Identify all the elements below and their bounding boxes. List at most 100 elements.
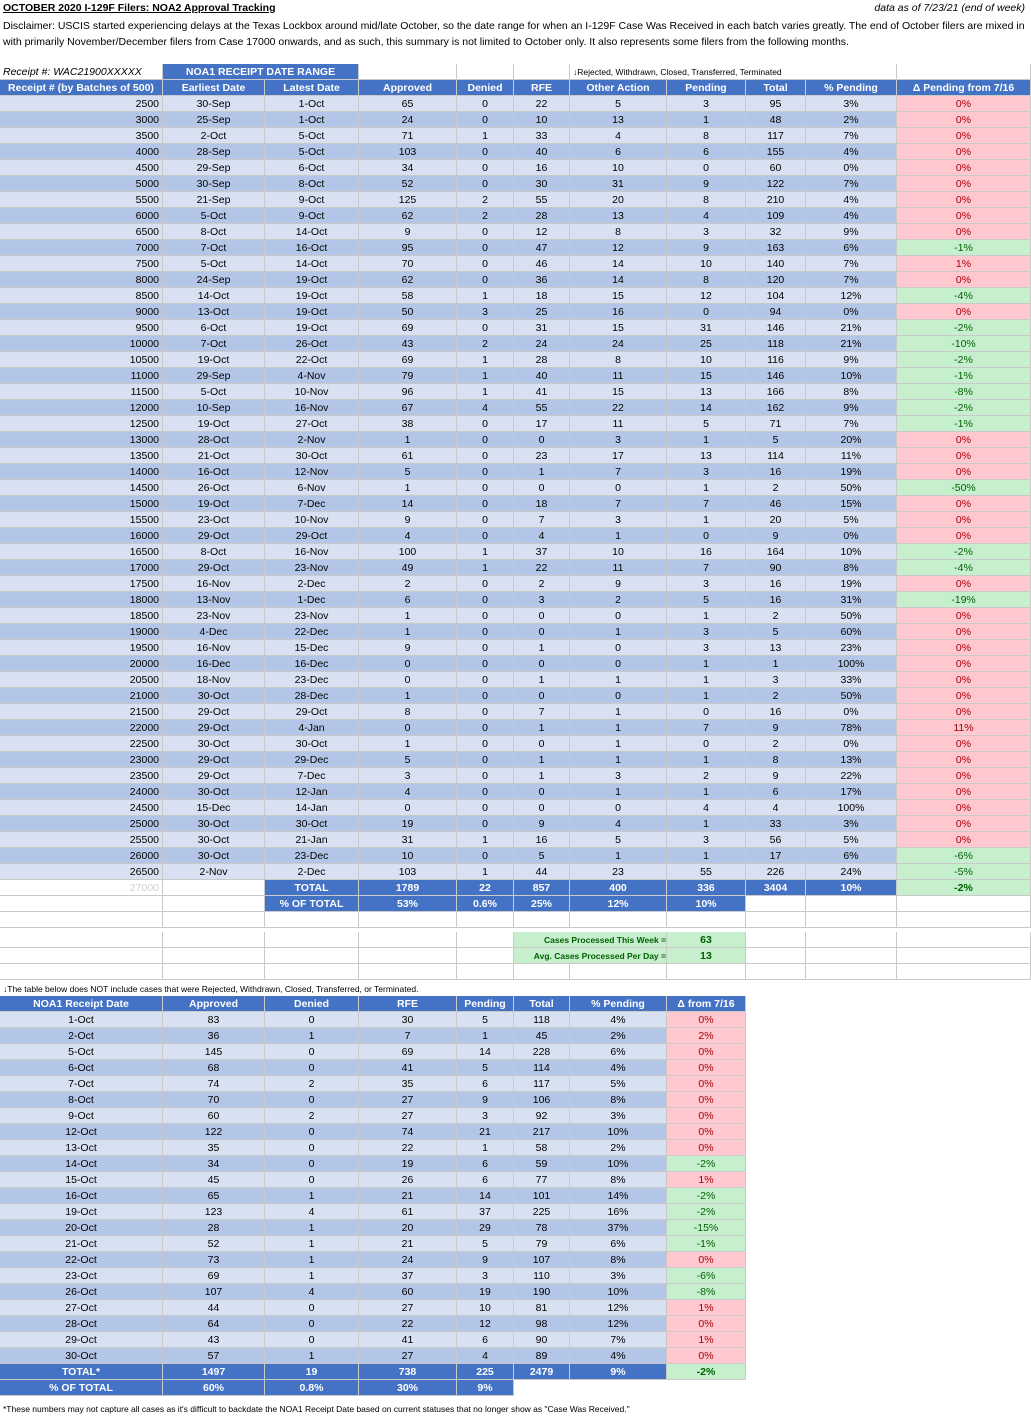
table-cell: 0 [457, 464, 514, 480]
table-cell: 7 [359, 1028, 457, 1044]
table-cell: 9 [746, 768, 806, 784]
table-cell: 0 [265, 1156, 359, 1172]
table-cell: 11% [806, 448, 897, 464]
table-cell: 2 [514, 576, 570, 592]
blank-cell [667, 964, 746, 980]
receipt-batch: 15500 [0, 512, 163, 528]
disclaimer: Disclaimer: USCIS started experiencing d… [3, 20, 1025, 48]
table-cell: 19-Oct [163, 352, 265, 368]
blank-cell [806, 896, 897, 912]
table-cell: 21 [359, 1188, 457, 1204]
table-cell: 10-Sep [163, 400, 265, 416]
table-cell: 0 [457, 768, 514, 784]
receipt-date: 13-Oct [0, 1140, 163, 1156]
blank-cell [359, 932, 457, 948]
table-cell: 0 [457, 496, 514, 512]
table-cell: -6% [667, 1268, 746, 1284]
table-cell: 21% [806, 320, 897, 336]
table-cell: 55 [514, 192, 570, 208]
table-cell: 0 [514, 624, 570, 640]
table-cell: 0 [457, 720, 514, 736]
table-cell: 30 [359, 1012, 457, 1028]
table-cell: 79 [514, 1236, 570, 1252]
table-cell: 21-Sep [163, 192, 265, 208]
table-cell: 19-Oct [265, 288, 359, 304]
blank-cell [0, 932, 163, 948]
table-cell: 1 [667, 672, 746, 688]
table-cell: 0% [897, 128, 1031, 144]
table-cell: 3 [667, 624, 746, 640]
table-cell: 5 [359, 752, 457, 768]
blank-cell [457, 64, 514, 80]
table-cell: 155 [746, 144, 806, 160]
table-cell: 1 [667, 432, 746, 448]
blank-cell [0, 896, 163, 912]
table-cell: 1 [746, 656, 806, 672]
table-cell: 0% [897, 192, 1031, 208]
table-cell: 28-Sep [163, 144, 265, 160]
table-row: 25500 30-Oct 21-Jan 31 1 16 5 3 56 5% 0% [0, 832, 1031, 848]
table-cell: 9 [667, 240, 746, 256]
table-cell: 0 [359, 720, 457, 736]
table2-note: ↓The table below does NOT include cases … [3, 984, 419, 994]
table-cell: 3 [667, 96, 746, 112]
receipt-date: 8-Oct [0, 1092, 163, 1108]
table-cell: 30-Oct [163, 848, 265, 864]
table-cell: 3% [806, 96, 897, 112]
table-cell: 57 [163, 1348, 265, 1364]
table-cell: 1% [667, 1332, 746, 1348]
table-cell: 0 [457, 272, 514, 288]
table-cell: 26-Oct [163, 480, 265, 496]
receipt-batch: 6500 [0, 224, 163, 240]
total-cell: 738 [359, 1364, 457, 1380]
blank-cell [0, 912, 163, 928]
table-cell: 33% [806, 672, 897, 688]
table-cell: 6% [806, 848, 897, 864]
table-row: 16000 29-Oct 29-Oct 4 0 4 1 0 9 0% 0% [0, 528, 1031, 544]
table-cell: 122 [163, 1124, 265, 1140]
receipt-batch: 14500 [0, 480, 163, 496]
table-cell: 29-Dec [265, 752, 359, 768]
table-cell: 1 [457, 864, 514, 880]
receipt-batch: 22000 [0, 720, 163, 736]
table-cell: 0 [265, 1012, 359, 1028]
blank-cell [163, 896, 265, 912]
table-row: 26500 2-Nov 2-Dec 103 1 44 23 55 226 24% -5% [0, 864, 1031, 880]
avg-per-day-value: 13 [667, 948, 746, 964]
table-cell: 1 [457, 288, 514, 304]
table-cell: 25-Sep [163, 112, 265, 128]
table-cell: 9 [746, 720, 806, 736]
table-cell: 106 [514, 1092, 570, 1108]
table-row: 21-Oct 52 1 21 5 79 6% -1% [0, 1236, 1031, 1252]
table-cell: 1 [359, 608, 457, 624]
table-cell: 0 [667, 304, 746, 320]
receipt-batch: 3000 [0, 112, 163, 128]
table-cell: 0 [457, 224, 514, 240]
table-cell: 15-Dec [163, 800, 265, 816]
receipt-batch: 24000 [0, 784, 163, 800]
table-cell: 62 [359, 208, 457, 224]
table-cell: 0 [457, 736, 514, 752]
table-cell: 9 [457, 1252, 514, 1268]
table-cell: 8% [570, 1252, 667, 1268]
table-cell: 4 [265, 1284, 359, 1300]
table-cell: 0% [667, 1252, 746, 1268]
table-cell: 19-Oct [265, 320, 359, 336]
table-cell: 100 [359, 544, 457, 560]
table-cell: -15% [667, 1220, 746, 1236]
table-cell: 9 [457, 1092, 514, 1108]
table-cell: -2% [667, 1204, 746, 1220]
table-cell: 12-Nov [265, 464, 359, 480]
table-cell: 4% [570, 1060, 667, 1076]
total-cell: -2% [897, 880, 1031, 896]
table-cell: 52 [359, 176, 457, 192]
table-cell: 26-Oct [265, 336, 359, 352]
receipt-batch: 5500 [0, 192, 163, 208]
receipt-date: 7-Oct [0, 1076, 163, 1092]
table-cell: 23-Nov [265, 560, 359, 576]
table-cell: 46 [514, 256, 570, 272]
table-cell: 2-Dec [265, 864, 359, 880]
table-cell: 9-Oct [265, 192, 359, 208]
column-header: RFE [359, 996, 457, 1012]
total-cell: TOTAL [265, 880, 359, 896]
